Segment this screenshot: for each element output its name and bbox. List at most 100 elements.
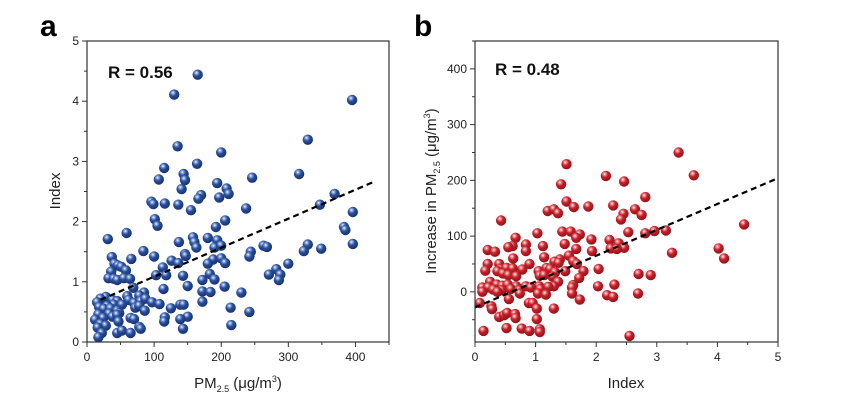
a-data-point bbox=[197, 274, 208, 286]
b-data-point bbox=[713, 243, 724, 254]
a-data-point bbox=[298, 245, 309, 257]
b-data-point bbox=[531, 303, 542, 314]
a-data-point bbox=[128, 282, 139, 293]
a-data-point bbox=[182, 280, 193, 292]
b-data-point bbox=[553, 257, 564, 268]
a-data-point bbox=[154, 298, 165, 310]
a-data-point bbox=[210, 221, 222, 233]
a-points bbox=[89, 69, 358, 343]
b-ylabel-sup: 3 bbox=[422, 113, 432, 118]
b-data-point bbox=[618, 176, 630, 187]
b-data-point bbox=[525, 282, 536, 293]
a-data-point bbox=[220, 257, 231, 269]
b-data-point bbox=[636, 209, 647, 221]
b-data-point bbox=[632, 288, 644, 299]
a-x-tick-label: 200 bbox=[211, 350, 231, 364]
b-data-point bbox=[586, 245, 598, 257]
a-x-tick-label: 0 bbox=[84, 350, 91, 364]
b-data-point bbox=[501, 307, 513, 319]
a-data-point bbox=[197, 286, 208, 297]
a-data-point bbox=[223, 188, 234, 200]
a-data-point bbox=[244, 251, 255, 262]
b-data-point bbox=[609, 279, 620, 290]
b-data-point bbox=[666, 247, 678, 258]
b-data-point bbox=[583, 201, 594, 212]
a-data-point bbox=[240, 203, 252, 214]
a-data-point bbox=[177, 270, 189, 281]
b-data-point bbox=[611, 243, 622, 255]
b-data-point bbox=[480, 265, 491, 276]
a-data-point bbox=[236, 287, 247, 298]
b-data-point bbox=[600, 170, 612, 182]
a-data-point bbox=[293, 168, 305, 180]
a-data-point bbox=[225, 302, 236, 313]
a-data-point bbox=[261, 241, 273, 253]
a-data-point bbox=[177, 323, 189, 334]
a-y-axis-title: Index bbox=[47, 172, 64, 209]
a-data-point bbox=[192, 69, 203, 80]
a-data-point bbox=[205, 286, 216, 298]
a-data-point bbox=[128, 313, 140, 325]
a-data-point bbox=[283, 258, 294, 269]
a-xlabel-sub: 2.5 bbox=[217, 384, 230, 394]
a-data-point bbox=[121, 227, 132, 239]
a-data-point bbox=[126, 253, 137, 265]
a-data-point bbox=[173, 199, 184, 210]
a-data-point bbox=[172, 141, 183, 152]
a-data-point bbox=[175, 313, 186, 325]
a-data-point bbox=[125, 327, 136, 339]
a-y-tick-label: 4 bbox=[72, 94, 79, 108]
a-xlabel-main: PM bbox=[194, 375, 217, 392]
a-data-point bbox=[148, 251, 160, 262]
a-data-point bbox=[185, 205, 197, 216]
a-y-tick-label: 3 bbox=[72, 154, 79, 168]
a-data-point bbox=[202, 258, 213, 269]
b-ylabel-unit: (μg/m bbox=[423, 118, 440, 161]
b-data-point bbox=[538, 269, 550, 281]
b-data-point bbox=[593, 263, 604, 275]
a-data-point bbox=[180, 250, 191, 262]
a-data-point bbox=[159, 316, 170, 327]
b-r-annotation: R = 0.48 bbox=[495, 60, 560, 79]
a-data-point bbox=[173, 236, 185, 248]
a-data-point bbox=[212, 177, 223, 189]
b-data-point bbox=[559, 238, 570, 250]
a-data-point bbox=[263, 269, 275, 280]
b-data-point bbox=[552, 208, 564, 219]
a-data-point bbox=[273, 274, 285, 286]
b-data-point bbox=[516, 323, 527, 334]
b-data-point bbox=[566, 288, 578, 299]
a-data-point bbox=[219, 281, 230, 292]
a-y-tick-label: 1 bbox=[72, 275, 79, 289]
b-x-tick-label: 0 bbox=[472, 350, 479, 364]
b-data-point bbox=[486, 303, 498, 315]
b-data-point bbox=[501, 322, 512, 334]
a-data-point bbox=[113, 316, 124, 327]
b-data-point bbox=[510, 312, 521, 324]
a-data-point bbox=[153, 174, 164, 185]
a-data-point bbox=[193, 193, 204, 204]
a-data-point bbox=[346, 94, 358, 106]
b-data-point bbox=[738, 219, 750, 230]
b-data-point bbox=[673, 147, 684, 158]
b-data-point bbox=[524, 258, 535, 270]
panel-a: a 0 100 200 300 400 0 1 2 3 4 5 R = 0.56 Index PM2… bbox=[40, 10, 390, 394]
a-xlabel-end: ) bbox=[277, 375, 282, 392]
b-data-point bbox=[517, 264, 528, 275]
b-data-point bbox=[624, 330, 635, 342]
b-data-point bbox=[718, 253, 730, 264]
a-data-point bbox=[314, 199, 326, 210]
b-data-point bbox=[645, 269, 656, 281]
b-data-point bbox=[561, 196, 572, 207]
b-data-point bbox=[548, 303, 559, 314]
b-data-point bbox=[571, 243, 582, 255]
b-x-tick-label: 2 bbox=[593, 350, 600, 364]
a-data-point bbox=[347, 206, 358, 218]
b-data-point bbox=[520, 245, 532, 257]
a-data-point bbox=[138, 245, 149, 257]
b-x-tick-label: 4 bbox=[714, 350, 721, 364]
b-data-point bbox=[492, 286, 503, 297]
b-data-point bbox=[640, 191, 651, 203]
a-xlabel-sup: 3 bbox=[272, 374, 277, 384]
